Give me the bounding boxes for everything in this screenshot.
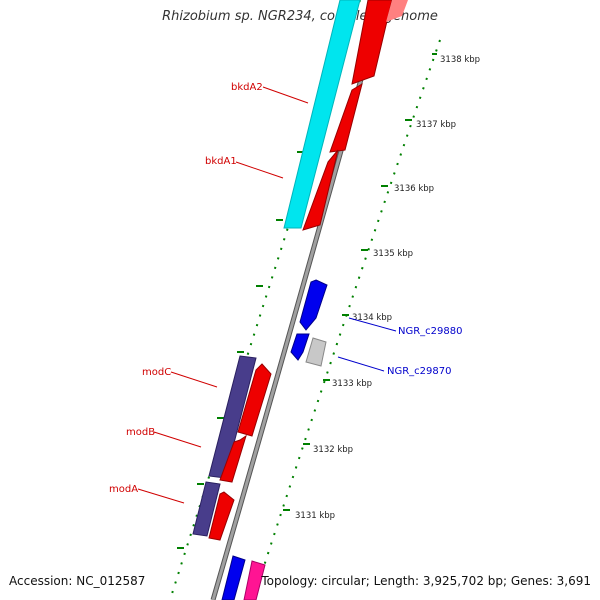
gene-label-ngr-c29870: NGR_c29870 [387, 366, 452, 377]
tick-label-3132: 3132 kbp [313, 445, 353, 455]
tick-label-3134: 3134 kbp [352, 313, 392, 323]
gene-label-ngr-c29880: NGR_c29880 [398, 326, 463, 337]
accession-label: Accession: NC_012587 [9, 574, 146, 588]
gene-label-moda: modA [109, 484, 138, 495]
grey-feature [305, 337, 327, 367]
cds-reverse-bottom [221, 555, 246, 600]
genome-summary: Topology: circular; Length: 3,925,702 bp… [261, 574, 591, 588]
cds-forward-lower [208, 363, 272, 541]
cds-forward-top [302, 0, 393, 231]
cog-band-purple [192, 355, 257, 537]
left-leader-lines [137, 86, 309, 504]
tick-ring-inner [169, 0, 361, 600]
gene-label-modb: modB [126, 427, 155, 438]
right-leader-lines [337, 317, 397, 372]
tick-label-3135: 3135 kbp [373, 249, 413, 259]
cds-pink-bottom [243, 560, 266, 600]
tick-label-3138: 3138 kbp [440, 55, 480, 65]
gene-label-bkda2: bkdA2 [231, 82, 263, 93]
tick-label-3131: 3131 kbp [295, 511, 335, 521]
tick-label-3136: 3136 kbp [394, 184, 434, 194]
tick-label-3133: 3133 kbp [332, 379, 372, 389]
gene-label-bkda1: bkdA1 [205, 156, 237, 167]
cog-band-cyan [283, 0, 361, 229]
major-ticks [283, 53, 437, 511]
cds-reverse-middle [290, 279, 328, 361]
cds-pink-top [386, 0, 408, 22]
gene-label-modc: modC [142, 367, 171, 378]
tick-ring-outer [252, 39, 441, 600]
tick-label-3137: 3137 kbp [416, 120, 456, 130]
